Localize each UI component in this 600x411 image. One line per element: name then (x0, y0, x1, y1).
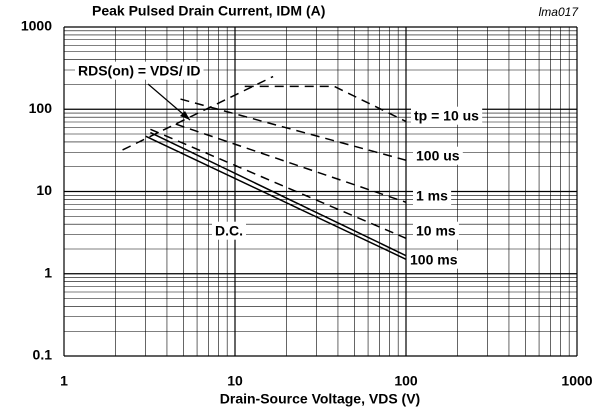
y-tick-label: 100 (29, 100, 53, 116)
series-line (175, 123, 407, 203)
x-tick-label: 10 (227, 373, 243, 389)
series-line (150, 131, 407, 257)
label-background (407, 250, 461, 269)
series-line (150, 128, 407, 239)
x-tick-label: 1 (60, 373, 68, 389)
x-tick-label: 1000 (561, 373, 592, 389)
series-line (122, 75, 274, 151)
x-tick-label: 100 (394, 373, 418, 389)
y-tick-label: 10 (36, 182, 52, 198)
y-tick-label: 0.1 (33, 347, 53, 363)
label-background (413, 146, 463, 165)
series-label: D.C. (215, 223, 243, 239)
series-line (244, 85, 407, 123)
series-label: tp = 10 us (414, 108, 479, 124)
y-tick-label: 1 (44, 264, 52, 280)
label-background (411, 106, 483, 125)
label-background (413, 186, 452, 205)
y-tick-label: 1000 (21, 18, 52, 34)
label-background (212, 221, 246, 240)
series-label: 100 ms (410, 252, 458, 268)
series-line (145, 135, 407, 260)
series-label: 100 us (416, 148, 460, 164)
chart-title: Peak Pulsed Drain Current, IDM (A) (92, 3, 325, 19)
series-label: 1 ms (416, 188, 448, 204)
x-axis-label: Drain-Source Voltage, VDS (V) (220, 391, 420, 407)
label-background (75, 61, 204, 80)
figure-id: lma017 (539, 5, 580, 19)
arrow-head (180, 111, 190, 120)
series-label: 10 ms (416, 223, 456, 239)
label-background (413, 221, 459, 240)
series-line (180, 98, 407, 161)
series-label: RDS(on) = VDS/ ID (78, 63, 201, 79)
